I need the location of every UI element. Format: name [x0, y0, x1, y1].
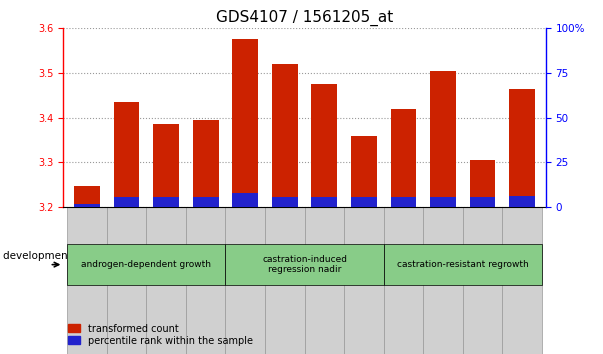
Title: GDS4107 / 1561205_at: GDS4107 / 1561205_at: [216, 9, 393, 25]
Bar: [114, 197, 139, 207]
Bar: [351, 197, 377, 207]
Bar: [193, 197, 218, 207]
Bar: [153, 124, 179, 207]
Text: androgen-dependent growth: androgen-dependent growth: [81, 260, 211, 269]
Bar: [272, 64, 298, 207]
Bar: [391, 197, 416, 207]
Legend: transformed count, percentile rank within the sample: transformed count, percentile rank withi…: [68, 324, 253, 346]
Bar: [311, 84, 337, 207]
Text: castration-resistant regrowth: castration-resistant regrowth: [397, 260, 529, 269]
Bar: [470, 160, 495, 207]
Bar: [430, 71, 456, 207]
Bar: [74, 186, 100, 207]
Bar: [272, 197, 298, 207]
Text: castration-induced
regression nadir: castration-induced regression nadir: [262, 255, 347, 274]
Bar: [470, 197, 495, 207]
Text: development stage: development stage: [3, 251, 104, 261]
Bar: [509, 196, 535, 207]
FancyBboxPatch shape: [344, 207, 384, 354]
Bar: [351, 136, 377, 207]
Bar: [311, 197, 337, 207]
Bar: [509, 88, 535, 207]
Bar: [232, 40, 258, 207]
FancyBboxPatch shape: [502, 207, 541, 354]
FancyBboxPatch shape: [147, 207, 186, 354]
FancyBboxPatch shape: [423, 207, 463, 354]
FancyBboxPatch shape: [463, 207, 502, 354]
Bar: [74, 204, 100, 207]
FancyBboxPatch shape: [107, 207, 147, 354]
FancyBboxPatch shape: [226, 207, 265, 354]
FancyBboxPatch shape: [265, 207, 305, 354]
Bar: [430, 197, 456, 207]
Bar: [114, 102, 139, 207]
FancyBboxPatch shape: [68, 207, 107, 354]
Bar: [193, 120, 218, 207]
Bar: [232, 193, 258, 207]
FancyBboxPatch shape: [186, 207, 226, 354]
FancyBboxPatch shape: [384, 207, 423, 354]
Bar: [391, 109, 416, 207]
FancyBboxPatch shape: [305, 207, 344, 354]
Bar: [153, 197, 179, 207]
